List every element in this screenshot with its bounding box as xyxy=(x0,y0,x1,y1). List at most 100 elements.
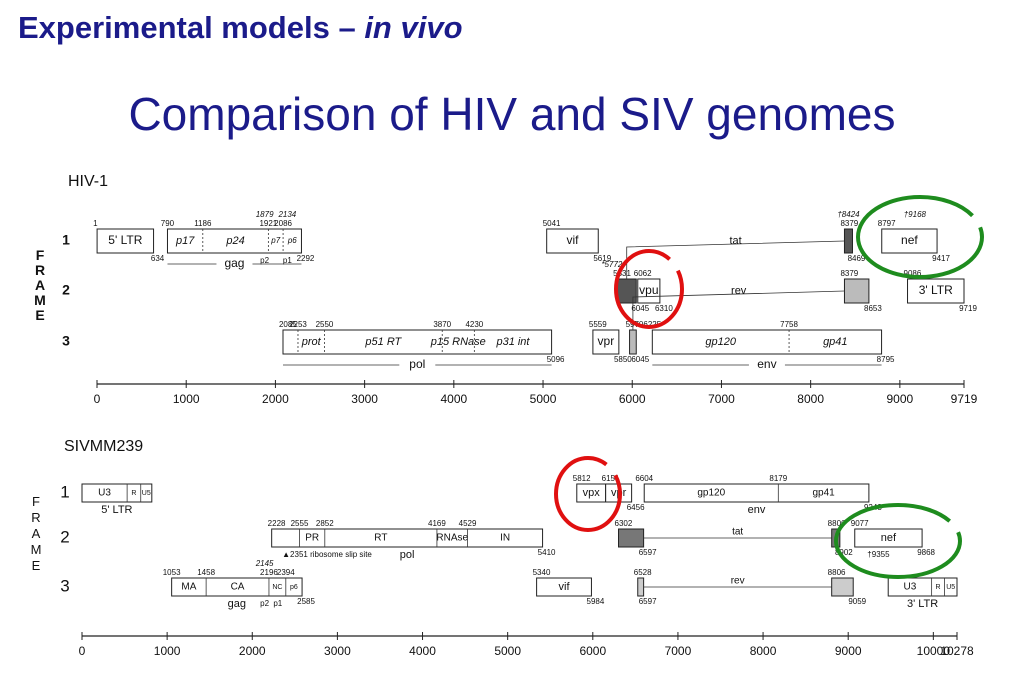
part-label: p24 xyxy=(225,235,244,247)
position-label: 2550 xyxy=(316,320,334,329)
position-label: 7758 xyxy=(780,320,798,329)
position-label: 790 xyxy=(161,219,175,228)
note-label: p1 xyxy=(283,256,292,265)
position-label: 4169 xyxy=(428,519,446,528)
position-label: 3870 xyxy=(433,320,451,329)
gene-name: gag xyxy=(228,598,246,610)
position-label: 5850 xyxy=(614,355,632,364)
position-label: 1186 xyxy=(194,219,212,228)
position-label: 634 xyxy=(151,254,165,263)
gene-box xyxy=(907,278,965,304)
part-label: U3 xyxy=(98,488,111,499)
position-label: 5410 xyxy=(538,548,556,557)
tick-label: 10278 xyxy=(940,644,974,658)
gene-box xyxy=(282,329,553,355)
note-label: p1 xyxy=(273,599,282,608)
part-label: gp120 xyxy=(697,488,725,499)
part-label: MA xyxy=(181,582,196,593)
part-label: PR xyxy=(305,533,319,544)
tick-label: 7000 xyxy=(708,392,735,406)
tick-label: 4000 xyxy=(409,644,436,658)
part-label: U3 xyxy=(904,582,917,593)
tick-label: 1000 xyxy=(154,644,181,658)
position-label: 5812 xyxy=(573,474,591,483)
position-label: 8806 xyxy=(828,519,846,528)
gene-label: 3' LTR xyxy=(919,283,953,297)
position-label: 5559 xyxy=(589,320,607,329)
position-label: 5984 xyxy=(587,597,605,606)
part-label: p31 int xyxy=(495,336,530,348)
part-label: p51 RT xyxy=(364,336,402,348)
gene-label: vpr xyxy=(598,334,615,348)
tick-label: 0 xyxy=(79,644,86,658)
position-label: 6528 xyxy=(634,568,652,577)
note-label: 2134 xyxy=(277,210,296,219)
position-label: 4230 xyxy=(465,320,483,329)
genome-maps: HIV-1 1 2 3 0 1000 2000 3000 4000 5000 6000 7000 800… xyxy=(60,173,977,658)
splice-connector xyxy=(626,240,845,279)
position-label: 8379 xyxy=(840,219,858,228)
gene-label: nef xyxy=(881,532,897,544)
tick-label: 10000 xyxy=(917,644,951,658)
part-label: p15 RNase xyxy=(430,336,486,348)
gene-name: 5' LTR xyxy=(101,504,132,516)
tick-label: 8000 xyxy=(750,644,777,658)
part-label: U5 xyxy=(946,584,955,591)
position-label: 4529 xyxy=(459,519,477,528)
position-label: 2196 xyxy=(260,568,278,577)
position-label: 2394 xyxy=(277,568,295,577)
part-label: R xyxy=(131,490,136,497)
position-label: 2555 xyxy=(291,519,309,528)
position-label: 2292 xyxy=(297,254,315,263)
gene-box xyxy=(629,329,637,355)
gene-name: pol xyxy=(409,357,425,371)
position-label: 9086 xyxy=(904,269,922,278)
gene-name: rev xyxy=(731,576,745,587)
position-label: 6045 xyxy=(631,355,649,364)
highlight-circle xyxy=(614,249,684,329)
position-label: 9868 xyxy=(917,548,935,557)
gene-name: tat xyxy=(732,527,743,538)
tick-label: 4000 xyxy=(440,392,467,406)
note-label: 2145 xyxy=(255,559,274,568)
position-label: 2852 xyxy=(316,519,334,528)
gene-box xyxy=(166,228,302,254)
position-label: 9059 xyxy=(848,597,866,606)
tick-label: 7000 xyxy=(665,644,692,658)
gene-box xyxy=(843,228,853,254)
tick-label: 9000 xyxy=(835,644,862,658)
position-label: 2228 xyxy=(268,519,286,528)
frame-number: 3 xyxy=(60,576,69,595)
frame-number: 2 xyxy=(62,282,70,298)
tick-label: 0 xyxy=(94,392,101,406)
frame-title: FRAME xyxy=(30,494,42,573)
gene-box xyxy=(843,278,870,304)
part-label: p6 xyxy=(290,584,298,591)
position-label: 6225 xyxy=(643,320,661,329)
part-label: NC xyxy=(272,584,282,591)
frame-number: 1 xyxy=(62,232,70,248)
gene-box xyxy=(81,483,153,503)
position-label: 6604 xyxy=(635,474,653,483)
position-label: 8379 xyxy=(840,269,858,278)
gene-label: 5' LTR xyxy=(108,233,142,247)
position-label: 6310 xyxy=(655,304,673,313)
position-label: 5096 xyxy=(547,355,565,364)
gene-label: vif xyxy=(566,233,579,247)
part-label: p7 xyxy=(270,236,280,245)
gene-name: 3' LTR xyxy=(907,598,938,610)
tick-label: 6000 xyxy=(579,644,606,658)
highlight-circle xyxy=(834,503,962,579)
part-label: RNAse xyxy=(436,533,468,544)
position-label: 1 xyxy=(93,219,98,228)
position-label: 8469 xyxy=(848,254,866,263)
gene-box xyxy=(171,577,303,597)
position-label: 2085 xyxy=(279,320,297,329)
gene-box xyxy=(616,278,637,304)
gene-label: vif xyxy=(559,581,571,593)
tick-label: 1000 xyxy=(173,392,200,406)
slide-title: Experimental models – in vivo xyxy=(18,10,463,45)
position-label: 6045 xyxy=(631,304,649,313)
